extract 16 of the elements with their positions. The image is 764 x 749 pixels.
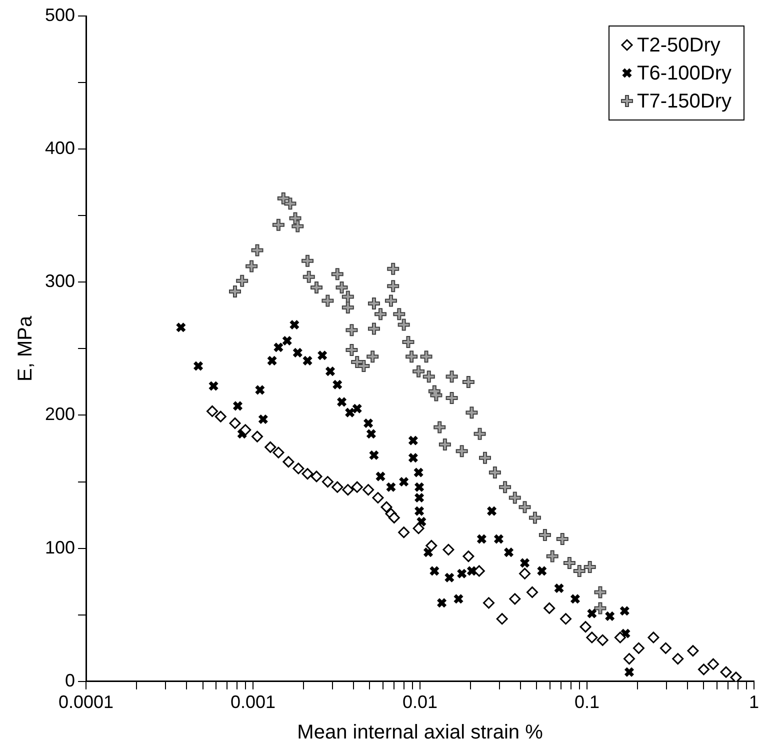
x-axis-title: Mean internal axial strain %	[297, 722, 544, 744]
legend-label: T7-150Dry	[637, 90, 732, 113]
x-tick-label: 0.0001	[58, 692, 114, 712]
y-tick-label: 300	[44, 271, 76, 292]
y-tick-label: 100	[44, 537, 76, 558]
x-tick-label: 0.1	[574, 692, 600, 712]
y-tick-label: 0	[65, 670, 76, 690]
y-tick-label: 500	[44, 4, 76, 25]
legend-label: T2-50Dry	[637, 34, 720, 57]
x-tick-label: 1	[748, 692, 760, 712]
x-tick-label: 0.01	[402, 692, 438, 712]
legend-label: T6-100Dry	[637, 62, 732, 85]
y-axis-title: E, MPa	[14, 315, 37, 382]
x-tick-label: 0.001	[230, 692, 276, 712]
y-tick-label: 400	[44, 138, 76, 158]
y-tick-label: 200	[44, 404, 76, 424]
